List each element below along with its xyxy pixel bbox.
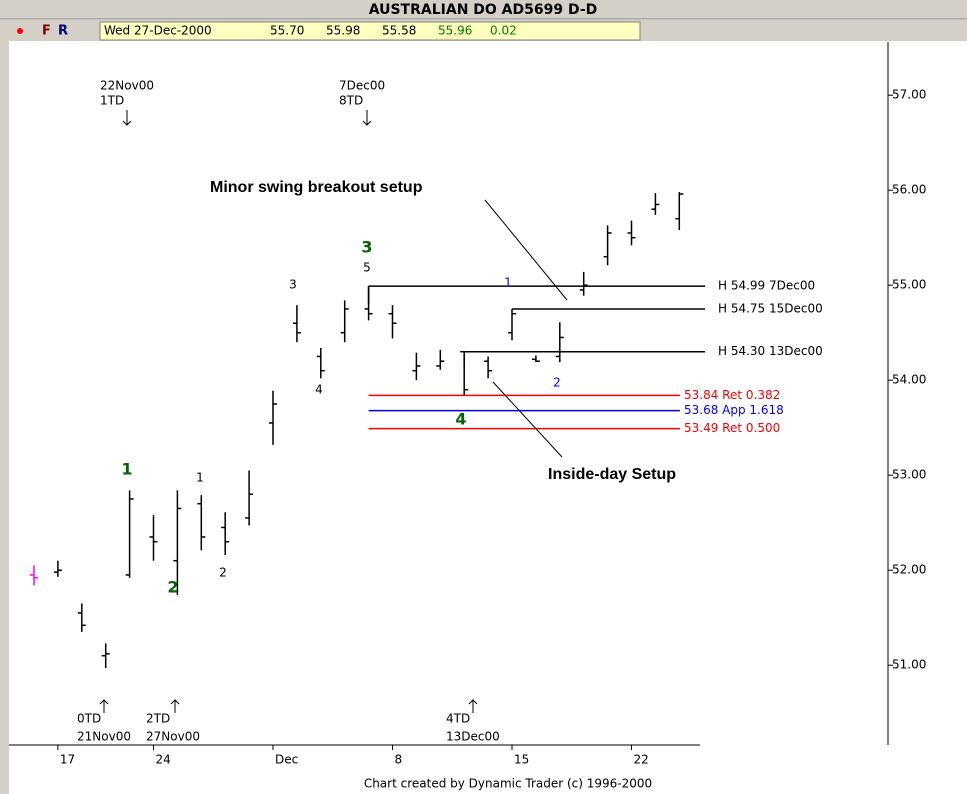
price-level-label: H 54.99 7Dec00 xyxy=(718,279,815,293)
time-label: 7Dec00 xyxy=(339,79,385,93)
info-date: Wed 27-Dec-2000 xyxy=(104,24,212,38)
time-label: 27Nov00 xyxy=(146,730,200,744)
footer: Chart created by Dynamic Trader (c) 1996… xyxy=(364,777,652,791)
swing-label: 3 xyxy=(361,238,372,257)
swing-label: 2 xyxy=(219,566,227,580)
setup-pointer xyxy=(484,199,568,301)
time-label: 8TD xyxy=(339,94,363,108)
time-arrow-head xyxy=(99,699,109,705)
info-high: 55.98 xyxy=(326,24,360,38)
y-tick-label: 56.00 xyxy=(892,183,926,197)
swing-label: 4 xyxy=(455,410,466,429)
y-tick-label: 55.00 xyxy=(892,278,926,292)
price-level-label: H 54.30 13Dec00 xyxy=(718,344,823,358)
y-tick-label: 54.00 xyxy=(892,373,926,387)
time-label: 1TD xyxy=(100,94,124,108)
time-arrow-head xyxy=(362,120,372,126)
x-tick-label: 22 xyxy=(634,753,649,767)
x-tick-label: 17 xyxy=(60,753,75,767)
swing-label: 1 xyxy=(196,471,204,485)
marker-f[interactable]: F xyxy=(42,24,51,39)
info-box xyxy=(99,21,641,41)
price-level-label: 53.84 Ret 0.382 xyxy=(684,388,780,402)
status-dot xyxy=(17,28,23,34)
price-level-label: 53.49 Ret 0.500 xyxy=(684,421,780,435)
swing-label: 5 xyxy=(363,261,371,275)
title-bar xyxy=(0,0,967,19)
time-arrow-head xyxy=(468,699,478,705)
y-tick-label: 53.00 xyxy=(892,468,926,482)
setup-label: Inside-day Setup xyxy=(548,466,676,483)
swing-label: 3 xyxy=(289,278,297,292)
time-label: 4TD xyxy=(446,712,470,726)
x-tick-label: 15 xyxy=(514,753,529,767)
info-close: 55.96 xyxy=(438,24,472,38)
x-tick-label: 8 xyxy=(395,753,403,767)
swing-label: 1 xyxy=(504,276,512,290)
y-tick-label: 57.00 xyxy=(892,88,926,102)
swing-label: 2 xyxy=(167,578,178,597)
price-level-label: 53.68 App 1.618 xyxy=(684,403,784,417)
swing-label: 1 xyxy=(121,460,132,479)
time-label: 22Nov00 xyxy=(100,79,154,93)
y-tick-label: 51.00 xyxy=(892,658,926,672)
swing-label: 4 xyxy=(315,383,323,397)
x-tick-label: Dec xyxy=(275,753,298,767)
time-arrow-head xyxy=(170,699,180,705)
info-low: 55.58 xyxy=(382,24,416,38)
time-label: 2TD xyxy=(146,712,170,726)
time-label: 13Dec00 xyxy=(446,730,500,744)
time-arrow-head xyxy=(122,120,132,126)
setup-label: Minor swing breakout setup xyxy=(210,179,423,196)
info-change: 0.02 xyxy=(490,24,517,38)
info-open: 55.70 xyxy=(270,24,304,38)
chart-title: AUSTRALIAN DO AD5699 D-D xyxy=(369,2,598,18)
marker-r[interactable]: R xyxy=(58,24,68,39)
y-tick-label: 52.00 xyxy=(892,563,926,577)
setup-pointer xyxy=(492,381,563,458)
left-border xyxy=(0,41,9,794)
time-label: 0TD xyxy=(77,712,101,726)
x-tick-label: 24 xyxy=(156,753,171,767)
time-label: 21Nov00 xyxy=(77,730,131,744)
price-level-label: H 54.75 15Dec00 xyxy=(718,301,823,315)
swing-label: 2 xyxy=(553,376,561,390)
